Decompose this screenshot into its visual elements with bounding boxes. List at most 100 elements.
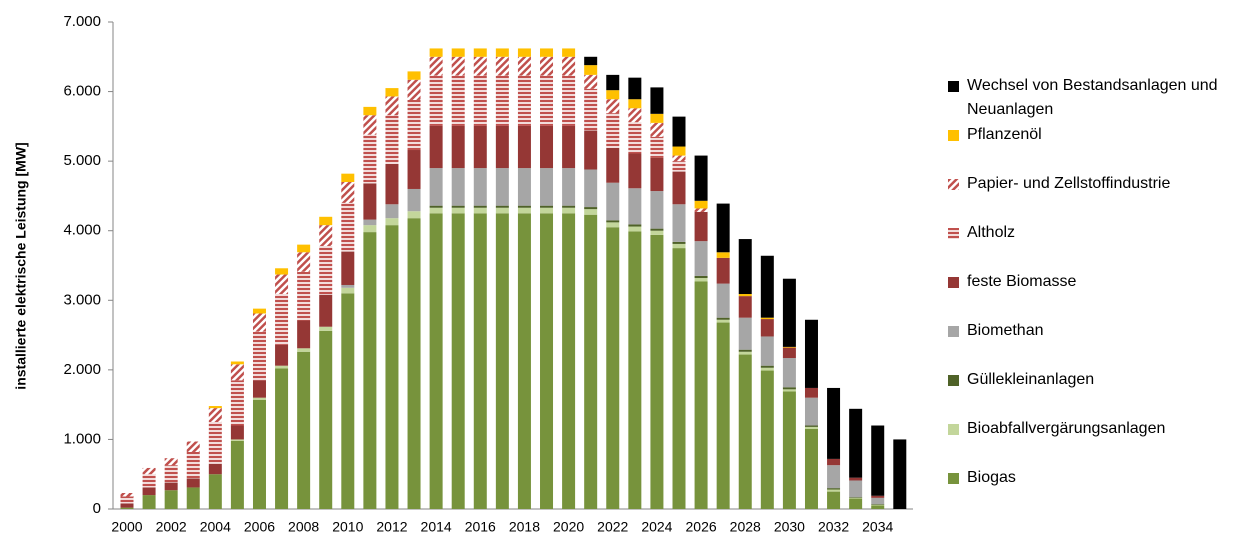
bar-segment bbox=[208, 408, 222, 423]
bar-segment bbox=[540, 125, 554, 169]
bar-segment bbox=[827, 387, 841, 459]
bar-segment bbox=[517, 125, 531, 169]
bar-segment bbox=[495, 207, 509, 214]
bar-segment bbox=[562, 48, 576, 57]
bar-segment bbox=[495, 205, 509, 208]
bar-segment bbox=[252, 399, 266, 509]
bar-segment bbox=[672, 161, 686, 172]
bar-segment bbox=[275, 344, 289, 366]
bar-segment bbox=[297, 252, 311, 272]
x-tick-label: 2010 bbox=[332, 519, 363, 535]
bar-segment bbox=[275, 294, 289, 345]
bar-segment bbox=[584, 88, 598, 131]
legend-item: feste Biomasse bbox=[948, 270, 1076, 294]
bar-segment bbox=[738, 294, 752, 297]
bar-segment bbox=[363, 106, 377, 116]
bar-segment bbox=[208, 463, 222, 475]
bar-segment bbox=[827, 465, 841, 489]
x-tick-label: 2004 bbox=[200, 519, 231, 535]
bar-segment bbox=[540, 168, 554, 206]
bar-segment bbox=[694, 275, 708, 279]
bar-segment bbox=[363, 134, 377, 184]
bar-segment bbox=[385, 218, 399, 226]
bar-segment bbox=[738, 296, 752, 318]
bar-segment bbox=[208, 422, 222, 464]
bar-segment bbox=[849, 408, 863, 478]
bar-segment bbox=[363, 115, 377, 135]
bar-segment bbox=[782, 278, 796, 347]
bar-segment bbox=[562, 205, 576, 208]
bar-segment bbox=[628, 231, 642, 509]
legend-label: Biomethan bbox=[967, 322, 1044, 339]
bar-segment bbox=[716, 283, 730, 318]
bar-segment bbox=[363, 225, 377, 233]
y-tick-label: 1.000 bbox=[63, 430, 101, 447]
bar-segment bbox=[584, 207, 598, 210]
bar-segment bbox=[672, 171, 686, 205]
bar-segment bbox=[473, 48, 487, 57]
x-tick-label: 2002 bbox=[156, 519, 187, 535]
bar-segment bbox=[363, 232, 377, 509]
bar-segment bbox=[827, 458, 841, 466]
bar-segment bbox=[893, 439, 907, 509]
y-tick-label: 7.000 bbox=[63, 13, 101, 30]
bar-segment bbox=[738, 349, 752, 352]
legend-label: feste Biomasse bbox=[967, 273, 1077, 290]
bar-segment bbox=[606, 182, 620, 221]
bar-segment bbox=[319, 326, 333, 331]
bar-segment bbox=[275, 365, 289, 369]
legend-swatch-fill bbox=[948, 228, 959, 239]
legend-label: Bioabfallvergärungsanlagen bbox=[967, 420, 1166, 437]
bar-segment bbox=[562, 75, 576, 126]
bar-segment bbox=[385, 225, 399, 510]
bar-segment bbox=[606, 99, 620, 114]
bar-segment bbox=[562, 56, 576, 76]
bar-segment bbox=[517, 205, 531, 208]
bar-segment bbox=[451, 213, 465, 510]
bar-segment bbox=[429, 213, 443, 510]
bar-segment bbox=[275, 368, 289, 509]
y-tick-label: 4.000 bbox=[63, 222, 101, 239]
bar-segment bbox=[230, 439, 244, 441]
legend-swatch bbox=[948, 473, 959, 484]
bar-segment bbox=[495, 213, 509, 510]
bar-segment bbox=[385, 96, 399, 116]
bar-segment bbox=[871, 504, 885, 506]
bar-segment bbox=[782, 389, 796, 392]
bar-segment bbox=[716, 317, 730, 320]
legend-swatch bbox=[948, 130, 959, 141]
y-tick-label: 3.000 bbox=[63, 291, 101, 308]
y-tick-label: 0 bbox=[93, 500, 101, 517]
legend-swatch bbox=[948, 228, 959, 239]
legend-swatch-fill bbox=[948, 130, 959, 141]
x-tick-label: 2028 bbox=[730, 519, 761, 535]
bar-segment bbox=[473, 75, 487, 126]
bar-segment bbox=[451, 48, 465, 57]
bar-segment bbox=[385, 204, 399, 219]
bar-segment bbox=[540, 48, 554, 57]
bar-segment bbox=[230, 425, 244, 440]
bar-segment bbox=[540, 205, 554, 208]
bar-segment bbox=[694, 278, 708, 282]
bar-segment bbox=[429, 56, 443, 76]
bar-segment bbox=[782, 358, 796, 388]
legend-label: Papier- und Zellstoffindustrie bbox=[967, 175, 1171, 192]
bar-segment bbox=[385, 163, 399, 205]
bar-segment bbox=[871, 425, 885, 496]
bar-segment bbox=[650, 234, 664, 510]
bar-segment bbox=[363, 183, 377, 220]
bar-segment bbox=[451, 205, 465, 208]
bar-segment bbox=[473, 125, 487, 169]
x-tick-label: 2030 bbox=[774, 519, 805, 535]
bar-segment bbox=[672, 116, 686, 147]
legend-swatch-fill bbox=[948, 424, 959, 435]
bar-segment bbox=[760, 317, 774, 320]
bar-segment bbox=[650, 230, 664, 235]
bar-segment bbox=[407, 188, 421, 212]
bar-segment bbox=[451, 168, 465, 206]
bar-segment bbox=[495, 48, 509, 57]
bar-segment bbox=[230, 380, 244, 426]
bar-segment bbox=[584, 169, 598, 208]
bar-segment bbox=[672, 155, 686, 162]
bar-segment bbox=[230, 361, 244, 365]
